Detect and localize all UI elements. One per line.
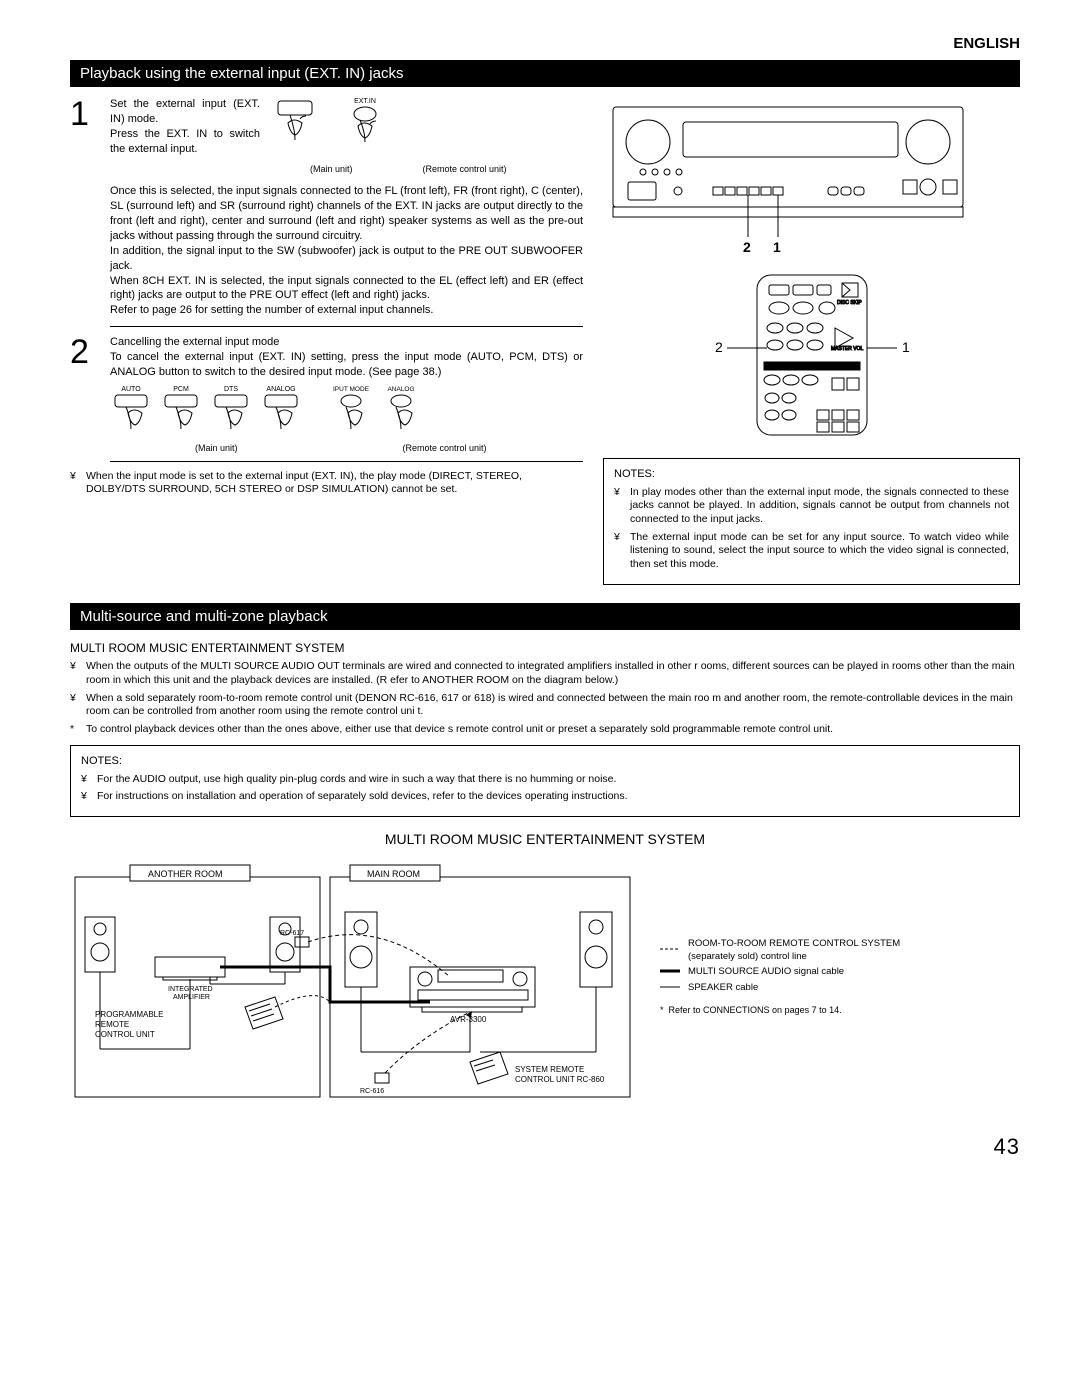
step2-title: Cancelling the external input mode <box>110 335 583 350</box>
page-number: 43 <box>70 1134 1020 1160</box>
front-panel-illustration: 2 1 <box>603 97 973 267</box>
button-icon <box>210 393 252 443</box>
analog2-label: ANALOG <box>387 386 414 393</box>
svg-text:SYSTEM REMOTE: SYSTEM REMOTE <box>515 1065 584 1074</box>
intro-bullet: When the outputs of the MULTI SOURCE AUD… <box>86 660 1020 687</box>
note-item: In play modes other than the external in… <box>630 486 1009 527</box>
language-label: ENGLISH <box>70 35 1020 52</box>
btn-dts-label: DTS <box>224 386 238 393</box>
remote-button-icon <box>330 393 372 443</box>
section2-header: Multi-source and multi-zone playback <box>70 603 1020 630</box>
remote-button-icon <box>340 106 390 154</box>
step2-main-caption: (Main unit) <box>195 443 238 453</box>
step2-number: 2 <box>70 335 100 380</box>
step1-number: 1 <box>70 97 100 158</box>
step1-paragraph: Once this is selected, the input signals… <box>110 184 583 318</box>
svg-text:2: 2 <box>715 339 723 355</box>
btn-auto-label: AUTO <box>121 386 140 393</box>
remote-illustration: DISC SKIP MASTER VOL 2 1 <box>687 270 937 450</box>
notes2-title: NOTES: <box>81 754 1009 769</box>
note2-item: For instructions on installation and ope… <box>97 790 628 804</box>
intro-bullet: When a sold separately room-to-room remo… <box>86 692 1020 719</box>
section1-footnote: When the input mode is set to the extern… <box>86 470 583 497</box>
section2-notes-box: NOTES: ¥For the AUDIO output, use high q… <box>70 745 1020 817</box>
svg-text:ANOTHER ROOM: ANOTHER ROOM <box>148 869 223 879</box>
note2-item: For the AUDIO output, use high quality p… <box>97 773 616 787</box>
svg-text:MAIN ROOM: MAIN ROOM <box>367 869 420 879</box>
legend3: SPEAKER cable <box>688 981 758 994</box>
step2-remote-caption: (Remote control unit) <box>403 443 487 453</box>
notes-title: NOTES: <box>614 467 1009 482</box>
intro-bullet: To control playback devices other than t… <box>86 723 833 737</box>
svg-text:1: 1 <box>902 339 910 355</box>
svg-text:1: 1 <box>773 239 781 255</box>
svg-text:RC-616: RC-616 <box>360 1088 384 1095</box>
svg-text:RC-617: RC-617 <box>280 930 304 937</box>
diagram-legend: ROOM-TO-ROOM REMOTE CONTROL SYSTEM (sepa… <box>660 937 900 1017</box>
svg-text:DISC SKIP: DISC SKIP <box>837 300 862 306</box>
note-item: The external input mode can be set for a… <box>630 531 1009 572</box>
section1-notes-box: NOTES: ¥In play modes other than the ext… <box>603 458 1020 585</box>
legend2: MULTI SOURCE AUDIO signal cable <box>688 965 844 978</box>
main-unit-caption: (Main unit) <box>310 164 353 174</box>
multi-room-diagram: ANOTHER ROOM MAIN ROOM INTEGRATED AMPLIF… <box>70 857 640 1117</box>
extin-label: EXT.IN <box>354 97 376 106</box>
svg-text:AMPLIFIER: AMPLIFIER <box>173 994 210 1001</box>
remote-caption: (Remote control unit) <box>423 164 507 174</box>
step2-text: To cancel the external input (EXT. IN) s… <box>110 350 583 380</box>
svg-text:MASTER VOL: MASTER VOL <box>831 346 863 352</box>
remote-button-icon <box>380 393 422 443</box>
legend-star-text: Refer to CONNECTIONS on pages 7 to 14. <box>669 1005 842 1015</box>
btn-pcm-label: PCM <box>173 386 189 393</box>
diagram-title: MULTI ROOM MUSIC ENTERTAINMENT SYSTEM <box>70 831 1020 847</box>
legend1: ROOM-TO-ROOM REMOTE CONTROL SYSTEM <box>688 938 900 949</box>
button-icon <box>110 393 152 443</box>
step1-text2: Press the EXT. IN to switch the external… <box>110 127 260 157</box>
bullet-icon: ¥ <box>70 470 80 497</box>
iput-mode-label: IPUT MODE <box>333 386 369 393</box>
legend-star: * <box>660 1005 664 1015</box>
button-icon <box>160 393 202 443</box>
main-unit-button-icon <box>270 97 320 152</box>
svg-text:2: 2 <box>743 239 751 255</box>
step1-text1: Set the external input (EXT. IN) mode. <box>110 97 260 127</box>
section1-header: Playback using the external input (EXT. … <box>70 60 1020 87</box>
button-icon <box>260 393 302 443</box>
svg-text:CONTROL UNIT: CONTROL UNIT <box>95 1030 155 1039</box>
legend1b: (separately sold) control line <box>688 951 807 962</box>
svg-text:PROGRAMMABLE: PROGRAMMABLE <box>95 1010 163 1019</box>
btn-analog-label: ANALOG <box>266 386 295 393</box>
intro-subtitle: MULTI ROOM MUSIC ENTERTAINMENT SYSTEM <box>70 640 1020 657</box>
svg-text:CONTROL UNIT RC-860: CONTROL UNIT RC-860 <box>515 1075 605 1084</box>
